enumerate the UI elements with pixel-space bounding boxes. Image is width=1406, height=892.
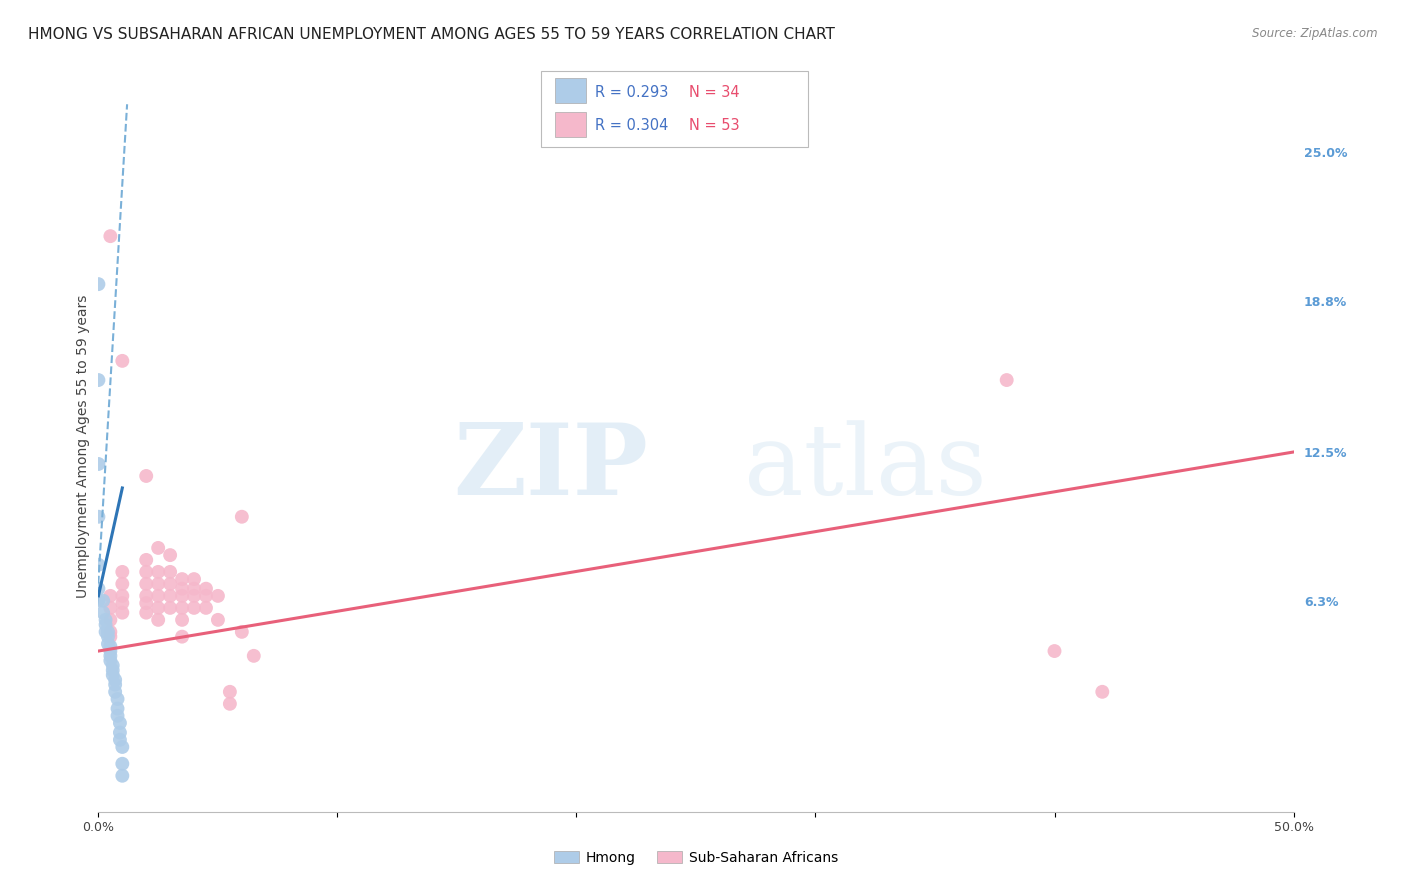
Sub-Saharan Africans <box>135 596 157 610</box>
Hmong <box>104 678 127 692</box>
Hmong <box>104 673 127 687</box>
Sub-Saharan Africans <box>111 354 134 368</box>
Sub-Saharan Africans <box>98 630 122 644</box>
Sub-Saharan Africans <box>219 685 242 699</box>
Hmong <box>108 725 131 739</box>
Sub-Saharan Africans <box>172 589 194 603</box>
Hmong <box>87 593 110 607</box>
Sub-Saharan Africans <box>135 565 157 579</box>
Hmong <box>107 708 129 723</box>
Hmong <box>87 373 110 387</box>
Hmong <box>87 582 110 596</box>
Sub-Saharan Africans <box>231 509 253 524</box>
Sub-Saharan Africans <box>172 600 194 615</box>
Sub-Saharan Africans <box>111 589 134 603</box>
Sub-Saharan Africans <box>135 553 157 567</box>
Sub-Saharan Africans <box>1091 685 1114 699</box>
Hmong <box>108 732 131 747</box>
Hmong <box>98 639 122 653</box>
Sub-Saharan Africans <box>172 630 194 644</box>
Sub-Saharan Africans <box>207 613 229 627</box>
Sub-Saharan Africans <box>231 624 253 639</box>
Text: HMONG VS SUBSAHARAN AFRICAN UNEMPLOYMENT AMONG AGES 55 TO 59 YEARS CORRELATION C: HMONG VS SUBSAHARAN AFRICAN UNEMPLOYMENT… <box>28 27 835 42</box>
Sub-Saharan Africans <box>148 541 170 555</box>
Text: R = 0.304: R = 0.304 <box>595 119 668 134</box>
Hmong <box>101 668 124 682</box>
Hmong <box>97 637 120 651</box>
Sub-Saharan Africans <box>195 589 218 603</box>
Text: ZIP: ZIP <box>453 419 648 516</box>
Hmong <box>97 630 120 644</box>
Sub-Saharan Africans <box>183 582 205 596</box>
Sub-Saharan Africans <box>111 565 134 579</box>
Hmong <box>111 756 134 771</box>
Sub-Saharan Africans <box>148 577 170 591</box>
Sub-Saharan Africans <box>183 572 205 586</box>
Hmong <box>98 648 122 663</box>
Hmong <box>111 769 134 783</box>
Hmong <box>91 593 114 607</box>
Sub-Saharan Africans <box>98 600 122 615</box>
Sub-Saharan Africans <box>159 548 181 562</box>
Sub-Saharan Africans <box>159 577 181 591</box>
Hmong <box>98 644 122 658</box>
Text: N = 34: N = 34 <box>689 85 740 100</box>
Hmong <box>94 617 117 632</box>
Hmong <box>91 606 114 620</box>
Sub-Saharan Africans <box>195 600 218 615</box>
Sub-Saharan Africans <box>111 606 134 620</box>
Hmong <box>104 685 127 699</box>
Hmong <box>107 692 129 706</box>
Hmong <box>101 658 124 673</box>
Sub-Saharan Africans <box>148 589 170 603</box>
Text: atlas: atlas <box>744 420 987 516</box>
Sub-Saharan Africans <box>135 577 157 591</box>
Sub-Saharan Africans <box>111 577 134 591</box>
Hmong <box>94 613 117 627</box>
Y-axis label: Unemployment Among Ages 55 to 59 years: Unemployment Among Ages 55 to 59 years <box>76 294 90 598</box>
Text: N = 53: N = 53 <box>689 119 740 134</box>
Sub-Saharan Africans <box>135 589 157 603</box>
Hmong <box>87 457 110 471</box>
Sub-Saharan Africans <box>159 589 181 603</box>
Sub-Saharan Africans <box>98 229 122 244</box>
Sub-Saharan Africans <box>995 373 1018 387</box>
Sub-Saharan Africans <box>1043 644 1066 658</box>
Sub-Saharan Africans <box>219 697 242 711</box>
Sub-Saharan Africans <box>135 469 157 483</box>
Hmong <box>94 624 117 639</box>
Hmong <box>87 509 110 524</box>
Hmong <box>87 277 110 292</box>
Text: R = 0.293: R = 0.293 <box>595 85 668 100</box>
Sub-Saharan Africans <box>98 613 122 627</box>
Sub-Saharan Africans <box>159 600 181 615</box>
Sub-Saharan Africans <box>207 589 229 603</box>
Sub-Saharan Africans <box>148 565 170 579</box>
Sub-Saharan Africans <box>172 613 194 627</box>
Sub-Saharan Africans <box>148 600 170 615</box>
Sub-Saharan Africans <box>135 606 157 620</box>
Sub-Saharan Africans <box>98 589 122 603</box>
Hmong <box>101 663 124 677</box>
Sub-Saharan Africans <box>183 589 205 603</box>
Sub-Saharan Africans <box>148 613 170 627</box>
Hmong <box>108 716 131 731</box>
Hmong <box>87 558 110 572</box>
Hmong <box>111 739 134 754</box>
Text: Source: ZipAtlas.com: Source: ZipAtlas.com <box>1253 27 1378 40</box>
Sub-Saharan Africans <box>183 600 205 615</box>
Sub-Saharan Africans <box>98 624 122 639</box>
Sub-Saharan Africans <box>195 582 218 596</box>
Sub-Saharan Africans <box>172 582 194 596</box>
Sub-Saharan Africans <box>159 565 181 579</box>
Hmong <box>98 654 122 668</box>
Sub-Saharan Africans <box>172 572 194 586</box>
Legend: Hmong, Sub-Saharan Africans: Hmong, Sub-Saharan Africans <box>548 846 844 871</box>
Hmong <box>107 701 129 715</box>
Hmong <box>97 624 120 639</box>
Sub-Saharan Africans <box>111 596 134 610</box>
Sub-Saharan Africans <box>243 648 266 663</box>
